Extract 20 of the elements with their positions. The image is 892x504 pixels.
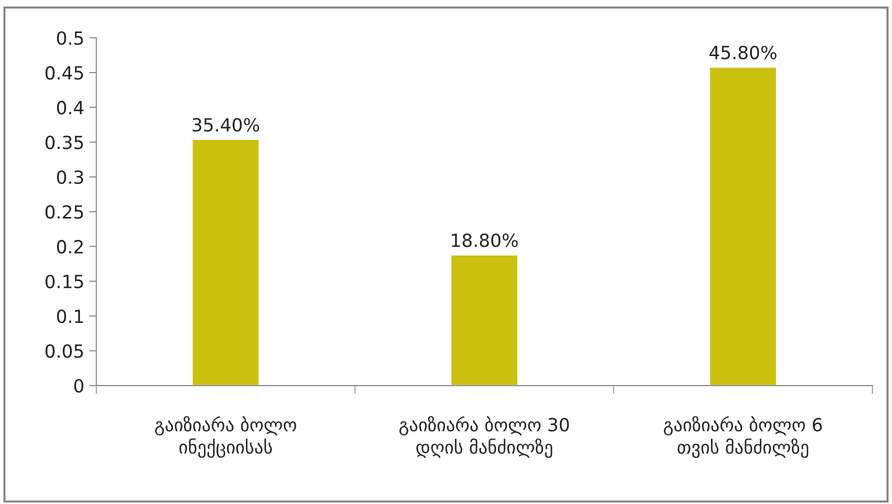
y-tick-label: 0.45: [46, 66, 83, 80]
y-tick-label: 0.3: [57, 170, 84, 184]
y-tick-label: 0.4: [57, 100, 84, 114]
x-tick-label: გაიზიარა ბოლო 30 დღის მანძილზე: [399, 416, 569, 458]
bar: [450, 254, 519, 386]
bar: [708, 66, 778, 386]
y-tick-label: 0.25: [46, 205, 83, 219]
x-tick-label: გაიზიარა ბოლო ინექციისას: [155, 416, 296, 458]
data-label: 18.80%: [452, 233, 518, 248]
y-tick-label: 0.2: [57, 240, 83, 254]
y-tick-label: 0.35: [46, 136, 83, 150]
data-label: 35.40%: [192, 118, 260, 132]
bar: [191, 138, 260, 386]
y-tick-label: 0.05: [46, 344, 83, 358]
y-tick-label: 0.5: [57, 31, 83, 45]
data-label: 45.80%: [709, 46, 776, 60]
y-tick-label: 0.15: [46, 274, 83, 288]
y-tick-label: 0.1: [57, 309, 83, 324]
y-tick-label: 0: [74, 379, 84, 393]
x-tick-label: გაიზიარა ბოლო 6 თვის მანძილზე: [664, 416, 822, 458]
